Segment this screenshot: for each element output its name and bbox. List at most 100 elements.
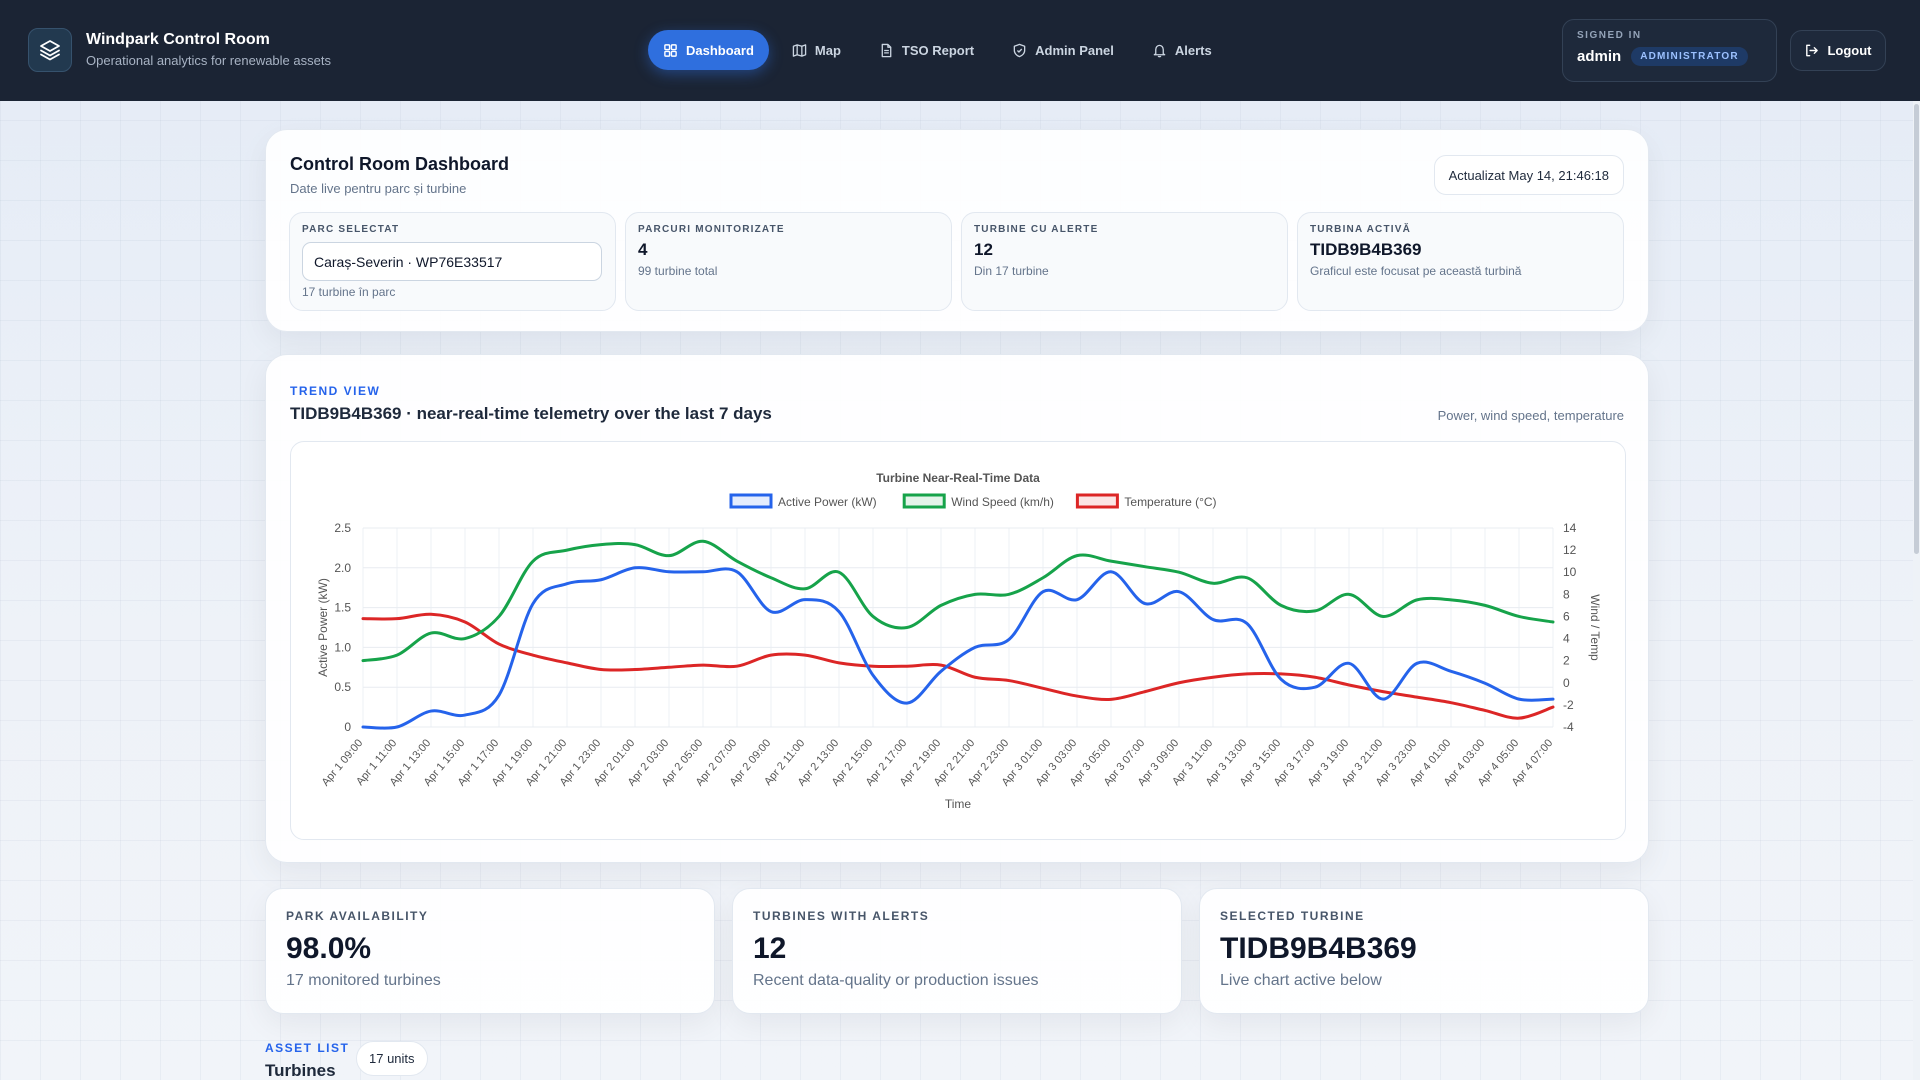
y-right-tick-label: 12 (1563, 543, 1577, 557)
logout-icon (1806, 44, 1819, 57)
trend-kicker: TREND VIEW (290, 384, 381, 398)
y-left-axis-label: Active Power (kW) (316, 578, 330, 677)
kpi-park-availability: PARK AVAILABILITY 98.0% 17 monitored tur… (265, 888, 715, 1014)
chart-title: Turbine Near-Real-Time Data (876, 471, 1040, 485)
kpi-label: TURBINES WITH ALERTS (753, 909, 930, 923)
brand[interactable]: Windpark Control Room Operational analyt… (28, 28, 331, 72)
kpi-sub: Recent data-quality or production issues (753, 972, 1039, 989)
trend-card: TREND VIEW TIDB9B4B369 · near-real-time … (265, 354, 1649, 863)
map-icon (792, 43, 807, 57)
document-icon (881, 43, 892, 57)
tile-sub: Graficul este focusat pe această turbină (1310, 264, 1522, 278)
kpi-sub: 17 monitored turbines (286, 972, 441, 989)
y-right-tick-label: 14 (1563, 521, 1577, 535)
y-right-tick-label: 2 (1563, 654, 1570, 668)
top-bar: Windpark Control Room Operational analyt… (0, 0, 1920, 101)
trend-title: TIDB9B4B369 · near-real-time telemetry o… (290, 404, 772, 423)
scrollbar-thumb[interactable] (1914, 104, 1919, 554)
layers-icon (28, 28, 72, 72)
legend-swatch (1075, 493, 1119, 509)
active-turbine-tile: TURBINA ACTIVĂ TIDB9B4B369 Graficul este… (1297, 212, 1624, 311)
app-subtitle: Operational analytics for renewable asse… (86, 53, 331, 68)
user-name: admin (1577, 48, 1622, 65)
park-select-label: PARC SELECTAT (302, 224, 400, 235)
nav-dashboard[interactable]: Dashboard (648, 30, 769, 70)
nav-map-label: Map (814, 42, 841, 58)
x-axis-label: Time (945, 797, 972, 811)
y-right-tick-label: 8 (1563, 587, 1570, 601)
shield-icon (1013, 43, 1026, 57)
tile-value: TIDB9B4B369 (1310, 240, 1422, 259)
y-right-tick-label: -2 (1563, 698, 1574, 712)
units-count-badge: 17 units (356, 1041, 428, 1076)
legend-label: Wind Speed (km/h) (951, 495, 1054, 509)
updated-timestamp: Actualizat May 14, 21:46:18 (1433, 155, 1624, 195)
alert-turbines-tile: TURBINE CU ALERTE 12 Din 17 turbine (961, 212, 1288, 311)
kpi-value: 98.0% (286, 932, 372, 965)
legend-swatch (729, 493, 773, 509)
asset-list-kicker: ASSET LIST (265, 1041, 350, 1055)
monitored-parks-tile: PARCURI MONITORIZATE 4 99 turbine total (625, 212, 952, 311)
logout-button[interactable]: Logout (1790, 30, 1886, 71)
y-left-tick-label: 1.5 (334, 601, 351, 615)
y-right-tick-label: 4 (1563, 632, 1570, 646)
tile-value: 4 (638, 240, 648, 259)
role-badge: ADMINISTRATOR (1631, 47, 1748, 66)
y-right-tick-label: 6 (1563, 609, 1570, 623)
telemetry-chart[interactable]: 0 0.5 1.0 1.5 2.0 2.5 -4 -2 0 2 4 6 8 10 12 14 Apr 1 09:… (290, 441, 1626, 840)
dashboard-card: Control Room Dashboard Date live pentru … (265, 129, 1649, 332)
y-right-tick-label: 10 (1563, 565, 1577, 579)
page-subtitle: Date live pentru parc și turbine (290, 181, 467, 196)
user-info: SIGNED IN admin ADMINISTRATOR (1562, 19, 1777, 82)
logout-label: Logout (1827, 43, 1872, 58)
bell-icon (1153, 44, 1166, 57)
y-left-tick-label: 1.0 (334, 640, 351, 654)
page-scrollbar[interactable] (1913, 101, 1920, 1080)
nav-admin-panel[interactable]: Admin Panel (997, 30, 1129, 70)
kpi-value: 12 (753, 932, 787, 965)
tile-value: 12 (974, 240, 993, 259)
y-left-tick-label: 2.0 (334, 561, 351, 575)
kpi-value: TIDB9B4B369 (1220, 932, 1417, 965)
y-right-axis-label: Wind / Temp (1588, 594, 1602, 661)
series-line (361, 612, 1555, 720)
nav-alerts-label: Alerts (1174, 42, 1212, 58)
y-left-tick-label: 0 (344, 720, 351, 734)
signed-in-label: SIGNED IN (1577, 30, 1642, 41)
park-select[interactable]: Caraș-Severin · WP76E33517 (302, 242, 602, 281)
page-title: Control Room Dashboard (290, 154, 509, 174)
kpi-label: SELECTED TURBINE (1220, 909, 1365, 923)
tile-label: TURBINE CU ALERTE (974, 224, 1099, 235)
legend-label: Temperature (°C) (1124, 495, 1216, 509)
kpi-turbines-alerts: TURBINES WITH ALERTS 12 Recent data-qual… (732, 888, 1182, 1014)
park-select-value: Caraș-Severin · WP76E33517 (314, 253, 503, 270)
kpi-selected-turbine: SELECTED TURBINE TIDB9B4B369 Live chart … (1199, 888, 1649, 1014)
kpi-sub: Live chart active below (1220, 972, 1382, 989)
kpi-label: PARK AVAILABILITY (286, 909, 429, 923)
y-right-tick-label: 0 (1563, 676, 1570, 690)
y-right-tick-label: -4 (1563, 720, 1574, 734)
grid-icon (664, 43, 677, 57)
y-left-tick-label: 0.5 (334, 680, 351, 694)
main-nav: Dashboard Map TSO Report Admin Panel (648, 30, 1235, 70)
app-title: Windpark Control Room (86, 31, 270, 48)
tile-sub: Din 17 turbine (974, 264, 1049, 278)
legend-swatch (902, 493, 946, 509)
tile-label: PARCURI MONITORIZATE (638, 224, 785, 235)
tile-label: TURBINA ACTIVĂ (1310, 224, 1412, 235)
asset-list-title: Turbines (265, 1061, 336, 1080)
trend-metrics-note: Power, wind speed, temperature (1437, 408, 1624, 423)
nav-map[interactable]: Map (777, 30, 856, 70)
tile-sub: 99 turbine total (638, 264, 718, 278)
legend-label: Active Power (kW) (778, 495, 877, 509)
nav-tso-report[interactable]: TSO Report (864, 30, 989, 70)
park-select-tile: PARC SELECTAT Caraș-Severin · WP76E33517… (289, 212, 616, 311)
nav-dashboard-label: Dashboard (686, 42, 754, 58)
nav-alerts[interactable]: Alerts (1137, 30, 1227, 70)
nav-tso-report-label: TSO Report (901, 42, 975, 58)
y-left-tick-label: 2.5 (334, 521, 351, 535)
series-line (361, 566, 1555, 730)
series-line (361, 539, 1555, 663)
park-turbine-count: 17 turbine în parc (302, 285, 396, 299)
